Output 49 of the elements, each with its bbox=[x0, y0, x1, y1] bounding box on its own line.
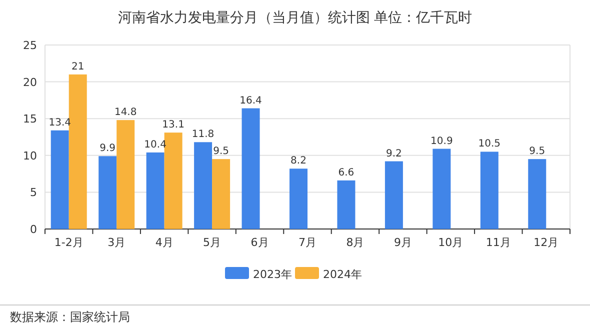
x-tick-label: 8月 bbox=[346, 236, 364, 249]
source-note: 数据来源：国家统计局 bbox=[10, 310, 130, 324]
x-tick-label: 3月 bbox=[108, 236, 126, 249]
bar bbox=[384, 161, 403, 229]
x-tick-label: 4月 bbox=[155, 236, 174, 249]
y-tick-label: 5 bbox=[30, 186, 37, 200]
bar bbox=[528, 159, 546, 229]
data-label: 9.9 bbox=[100, 143, 116, 154]
bar bbox=[98, 156, 117, 229]
x-tick-label: 11月 bbox=[486, 236, 511, 249]
chart-title: 河南省水力发电量分月（当月值）统计图 单位：亿千瓦时 bbox=[118, 10, 472, 26]
bar bbox=[480, 152, 498, 229]
data-label: 16.4 bbox=[240, 95, 262, 106]
data-label: 6.6 bbox=[338, 167, 354, 178]
y-tick-label: 0 bbox=[30, 223, 37, 236]
data-label: 9.5 bbox=[529, 146, 546, 158]
data-label: 10.5 bbox=[478, 138, 501, 150]
bar bbox=[116, 120, 135, 229]
bar bbox=[194, 142, 212, 229]
y-tick-label: 25 bbox=[23, 39, 37, 52]
x-tick-label: 12月 bbox=[534, 236, 559, 249]
y-tick-label: 15 bbox=[23, 112, 37, 126]
x-tick-label: 7月 bbox=[298, 236, 316, 249]
y-tick-label: 10 bbox=[23, 149, 37, 162]
y-tick-label: 20 bbox=[23, 76, 37, 89]
bar bbox=[50, 130, 69, 229]
bar bbox=[164, 132, 182, 229]
data-label: 14.8 bbox=[114, 107, 137, 118]
data-label: 11.8 bbox=[192, 129, 214, 140]
data-label: 21 bbox=[71, 61, 84, 72]
x-tick-label: 9月 bbox=[394, 236, 412, 249]
x-tick-label: 5月 bbox=[203, 236, 222, 249]
data-label: 9.5 bbox=[213, 146, 229, 158]
data-label: 10.9 bbox=[430, 136, 453, 147]
x-tick-label: 10月 bbox=[438, 236, 464, 249]
data-label: 9.2 bbox=[386, 148, 402, 160]
bar bbox=[242, 108, 260, 229]
data-label: 13.1 bbox=[162, 120, 184, 131]
bar bbox=[212, 159, 230, 229]
bar bbox=[432, 148, 451, 229]
x-tick-label: 1-2月 bbox=[54, 236, 84, 249]
legend-label: 2024年 bbox=[323, 268, 362, 281]
bar bbox=[146, 152, 164, 229]
bar bbox=[337, 180, 356, 229]
bar bbox=[68, 74, 87, 229]
data-label: 8.2 bbox=[290, 156, 306, 167]
legend-label: 2023年 bbox=[253, 268, 292, 281]
bar bbox=[290, 168, 308, 229]
x-tick-label: 6月 bbox=[250, 236, 269, 249]
